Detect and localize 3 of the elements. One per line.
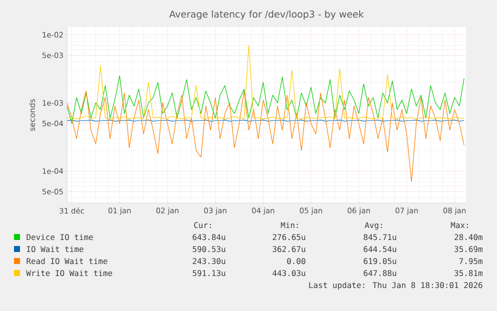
chart-title: Average latency for /dev/loop3 - by week [169, 10, 364, 20]
line-series [67, 75, 464, 124]
line-series [67, 45, 464, 120]
